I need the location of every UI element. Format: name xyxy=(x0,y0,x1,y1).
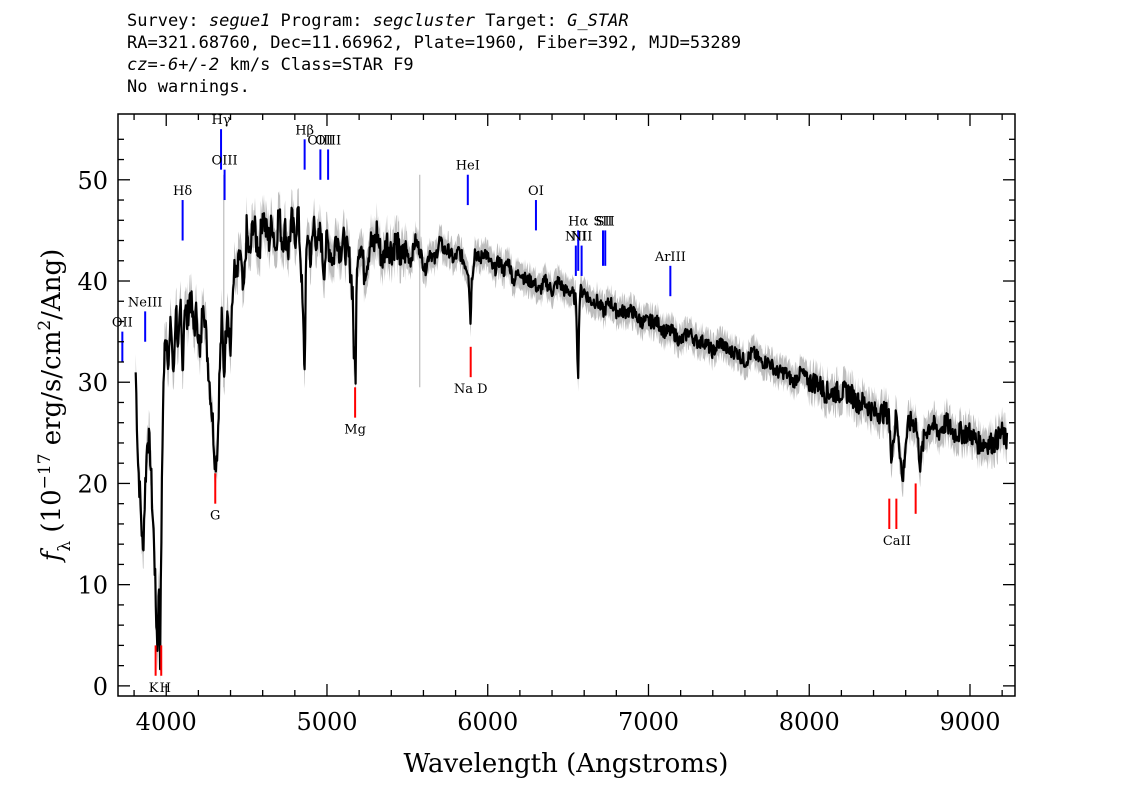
y-tick-label: 40 xyxy=(77,268,108,296)
emission-line-label: ArIII xyxy=(654,250,686,265)
y-tick-label: 10 xyxy=(77,572,108,600)
header-line-3: cz=-6+/-2 km/s Class=STAR F9 xyxy=(127,54,741,76)
absorption-line-label: K xyxy=(149,681,159,696)
y-tick-label: 50 xyxy=(77,167,108,195)
error-band xyxy=(135,188,1007,688)
emission-line-label: Hβ xyxy=(295,123,314,138)
emission-line-label: HeI xyxy=(456,159,480,174)
y-axis-label: fλ (10−17 erg/s/cm2/Ang) xyxy=(35,249,75,564)
cz-equals: = xyxy=(147,55,158,75)
plot-frame xyxy=(117,113,1016,697)
emission-line-label: OI xyxy=(528,184,544,199)
x-tick-label: 6000 xyxy=(457,708,518,736)
x-axis-label: Wavelength (Angstroms) xyxy=(404,749,729,779)
emission-line-label: OIII xyxy=(307,133,333,148)
cz-value: -6+/-2 xyxy=(157,55,220,75)
y-tick-label: 30 xyxy=(77,369,108,397)
emission-line-label: Hγ xyxy=(211,113,230,128)
emission-line-label: OIII xyxy=(212,154,238,169)
emission-line-label: NII xyxy=(565,230,587,245)
header-line-1: Survey: segue1 Program: segcluster Targe… xyxy=(127,10,741,32)
target-label: Target: xyxy=(475,11,568,31)
x-tick-label: 8000 xyxy=(779,708,840,736)
emission-line-label: SII xyxy=(593,214,612,229)
x-tick-label: 9000 xyxy=(939,708,1000,736)
axis-tick-layer: 4000 5000 6000 7000 8000 9000 0 10 20 30 40 50 xyxy=(77,114,1015,736)
flux-layer xyxy=(134,206,1009,671)
error-band-layer xyxy=(135,188,1007,688)
emission-line-label: OIII xyxy=(315,133,341,148)
emission-line-label: Hδ xyxy=(173,184,192,199)
emission-line-label: OII xyxy=(112,316,133,331)
target-value: G_STAR xyxy=(567,11,629,31)
spectrum-header: Survey: segue1 Program: segcluster Targe… xyxy=(127,10,741,98)
program-label: Program: xyxy=(270,11,373,31)
absorption-line-label: G xyxy=(210,509,220,524)
x-tick-label: 5000 xyxy=(296,708,357,736)
absorption-line-label: H xyxy=(160,681,171,696)
absorption-line-label: Na D xyxy=(454,382,488,397)
header-line-4: No warnings. xyxy=(127,77,250,97)
cz-label: cz xyxy=(127,55,148,75)
survey-value: segue1 xyxy=(208,11,271,31)
absorption-line-label: CaII xyxy=(883,534,911,549)
line-marker-layer: HδHγOIIIHβOIIIOIIIHeIOINIIHαNIISIISIIArI… xyxy=(112,113,917,696)
emission-line-label: NeIII xyxy=(128,295,162,310)
sky-line-layer xyxy=(223,174,421,388)
absorption-line-label: Mg xyxy=(344,423,366,438)
emission-line-label: NII xyxy=(571,230,593,245)
x-tick-label: 4000 xyxy=(136,708,197,736)
class-text: km/s Class=STAR F9 xyxy=(219,55,414,75)
emission-line-label: Hα xyxy=(568,214,588,229)
emission-line-label: SII xyxy=(596,214,615,229)
program-value: segcluster xyxy=(372,11,476,31)
y-tick-label: 0 xyxy=(93,673,108,701)
survey-label: Survey: xyxy=(127,11,209,31)
x-tick-label: 7000 xyxy=(618,708,679,736)
header-line-2: RA=321.68760, Dec=11.66962, Plate=1960, … xyxy=(127,33,742,53)
flux-series xyxy=(134,206,1009,671)
y-tick-label: 20 xyxy=(77,470,108,498)
